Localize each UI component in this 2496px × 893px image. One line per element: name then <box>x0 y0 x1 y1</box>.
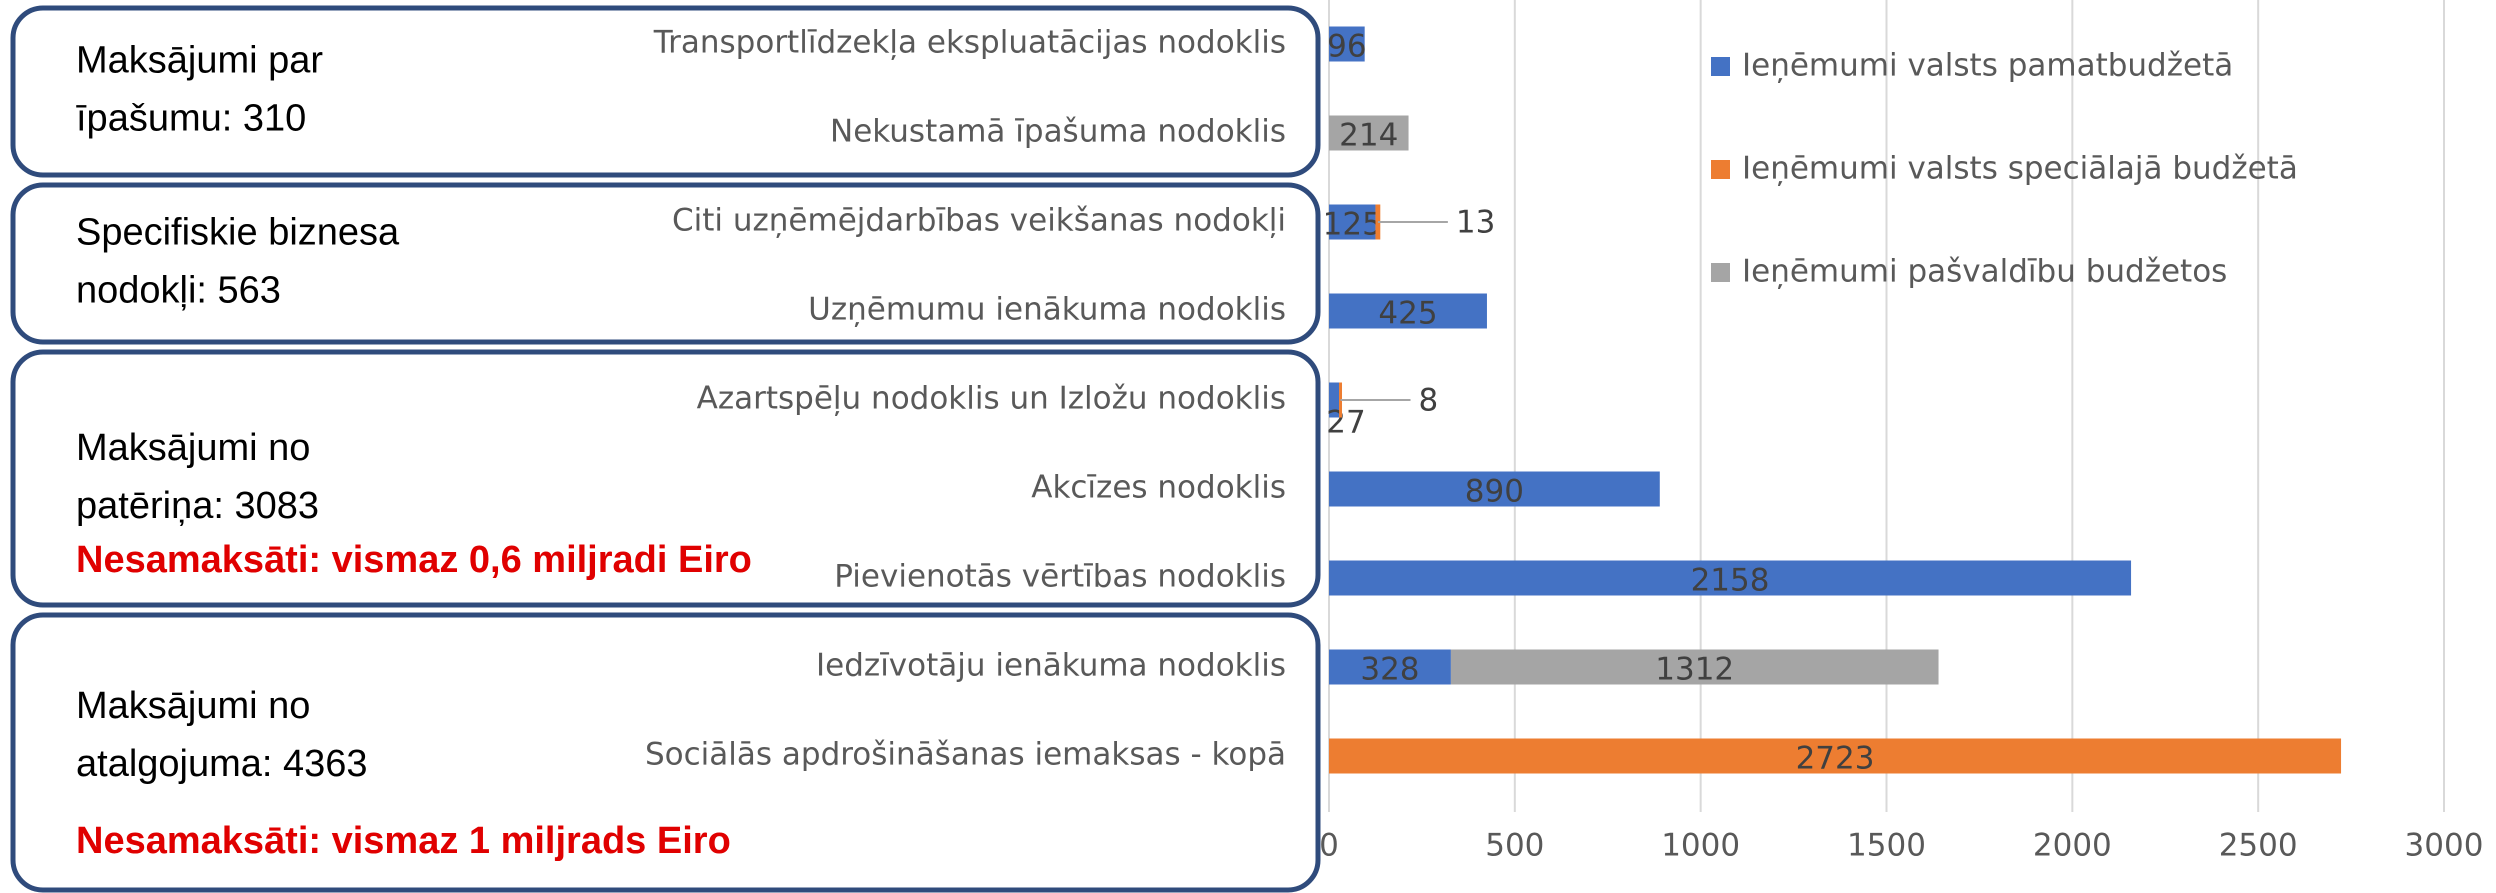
annotation-text: Specifiskie biznesa <box>76 212 400 254</box>
legend-label: Ieņēmumi valsts pamatbudžetā <box>1742 48 2233 84</box>
bar <box>1329 560 2132 596</box>
annotation-text: Maksājumi no <box>76 427 310 469</box>
category-label: Pievienotās vērtības nodoklis <box>834 559 1286 595</box>
annotations: Maksājumi par īpašumu: 310 Specifiskie biz… <box>76 40 752 863</box>
category-label: Azartspēļu nodoklis un Izložu nodoklis <box>697 381 1286 417</box>
bar <box>1329 382 1340 418</box>
annotation-text: atalgojuma: 4363 <box>76 743 368 785</box>
annotation-note: Nesamaksāti: vismaz 1 miljrads Eiro <box>76 820 731 862</box>
data-label: 125 <box>1323 207 1382 243</box>
data-label: 425 <box>1378 296 1437 332</box>
annotation-text: nodokļi: 563 <box>76 270 281 312</box>
data-label: 214 <box>1339 118 1398 154</box>
bar <box>1329 26 1365 62</box>
category-label: Akcīzes nodoklis <box>1031 470 1286 506</box>
category-label: Sociālās apdrošināšanas iemaksas - kopā <box>645 737 1286 773</box>
data-label: 890 <box>1465 474 1524 510</box>
data-label: 96 <box>1327 29 1366 65</box>
grid <box>1328 0 2445 812</box>
bar <box>1450 649 1939 685</box>
bar <box>1329 115 1409 151</box>
x-tick-label: 1000 <box>1661 828 1740 864</box>
data-label: 2158 <box>1691 563 1770 599</box>
x-tick-label: 3000 <box>2405 828 2484 864</box>
data-label: 2723 <box>1796 741 1875 777</box>
x-tick-label: 2000 <box>2033 828 2112 864</box>
annotation-box <box>10 182 1321 345</box>
bar <box>1329 471 1660 507</box>
x-tick-label: 500 <box>1485 828 1544 864</box>
annotation-text: Maksājumi par <box>76 40 323 82</box>
data-label: 8 <box>1419 383 1439 419</box>
x-tick-label: 0 <box>1319 828 1339 864</box>
bar <box>1329 204 1376 240</box>
category-label: Nekustamā īpašuma nodoklis <box>830 114 1286 150</box>
annotation-note: Nesamaksāti: vismaz 0,6 miljradi Eiro <box>76 539 752 581</box>
category-label: Transportlīdzekļa ekspluatācijas nodokli… <box>653 25 1286 61</box>
annotation-boxes <box>10 5 1321 893</box>
data-label: 328 <box>1360 652 1419 688</box>
annotation-box <box>10 612 1321 893</box>
category-label: Iedzīvotāju ienākuma nodoklis <box>816 648 1286 684</box>
data-label: 27 <box>1326 405 1365 441</box>
x-tick-label: 2500 <box>2219 828 2298 864</box>
bar <box>1329 293 1487 329</box>
x-tick-label: 1500 <box>1847 828 1926 864</box>
annotation-box <box>10 349 1321 608</box>
legend-label: Ieņēmumi valsts speciālajā budžetā <box>1742 151 2298 187</box>
data-label: 1312 <box>1655 652 1734 688</box>
bar <box>1329 738 2342 774</box>
category-label: Uzņēmumu ienākuma nodoklis <box>808 292 1286 328</box>
annotation-text: Maksājumi no <box>76 685 310 727</box>
plot: 0 500 1000 1500 2000 2500 3000 Transportlīdzekļ… <box>645 25 2483 864</box>
annotation-box <box>10 5 1321 178</box>
legend-marker <box>1711 57 1730 76</box>
annotation-text: īpašumu: 310 <box>76 98 306 140</box>
legend-marker <box>1711 160 1730 179</box>
bar <box>1329 649 1451 685</box>
legend-label: Ieņēmumi pašvaldību budžetos <box>1742 254 2227 290</box>
category-label: Citi uzņēmējdarbības veikšanas nodokļi <box>672 203 1286 239</box>
data-label: 13 <box>1456 205 1495 241</box>
legend-marker <box>1711 263 1730 282</box>
annotation-text: patēriņa: 3083 <box>76 485 319 527</box>
